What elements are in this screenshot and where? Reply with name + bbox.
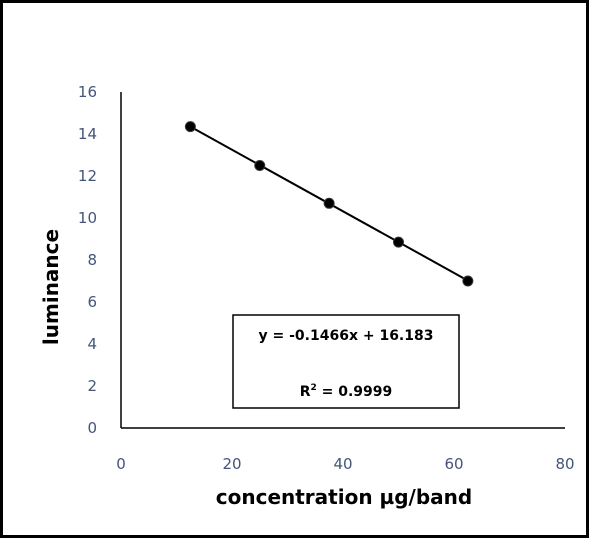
data-points: [184, 121, 474, 287]
x-tick-label: 80: [555, 455, 574, 473]
x-tick-labels: 0 20 40 60 80: [116, 455, 574, 473]
x-tick-label: 20: [222, 455, 241, 473]
trendline-equation: y = -0.1466x + 16.183: [259, 328, 434, 344]
axes: [120, 92, 565, 429]
y-tick-label: 6: [87, 293, 97, 311]
x-axis-title: concentration µg/band: [216, 485, 472, 509]
r-squared-label: R2 = 0.9999: [300, 383, 393, 400]
data-point: [254, 160, 266, 171]
equation-box-border: [232, 314, 460, 409]
y-tick-label: 0: [87, 419, 97, 437]
y-tick-labels: 0 2 4 6 8 10 12 14 16: [78, 83, 97, 437]
x-tick-label: 0: [116, 455, 126, 473]
y-tick-label: 2: [87, 377, 97, 395]
data-point: [184, 121, 196, 133]
y-tick-label: 4: [87, 335, 97, 353]
y-tick-label: 8: [87, 251, 97, 269]
data-point: [323, 197, 335, 209]
data-point: [393, 236, 404, 248]
x-tick-label: 40: [333, 455, 352, 473]
r-squared-superscript: 2: [311, 383, 317, 393]
equation-box: y = -0.1466x + 16.183 R2 = 0.9999: [232, 314, 460, 409]
y-axis-title: luminance: [39, 229, 63, 345]
y-tick-label: 16: [78, 83, 97, 101]
y-tick-label: 12: [78, 167, 97, 185]
y-tick-label: 10: [78, 209, 97, 227]
r-squared-value: = 0.9999: [317, 384, 393, 400]
r-squared-prefix: R: [300, 384, 311, 400]
y-tick-label: 14: [78, 125, 97, 143]
x-tick-label: 60: [444, 455, 463, 473]
data-point: [462, 275, 474, 287]
